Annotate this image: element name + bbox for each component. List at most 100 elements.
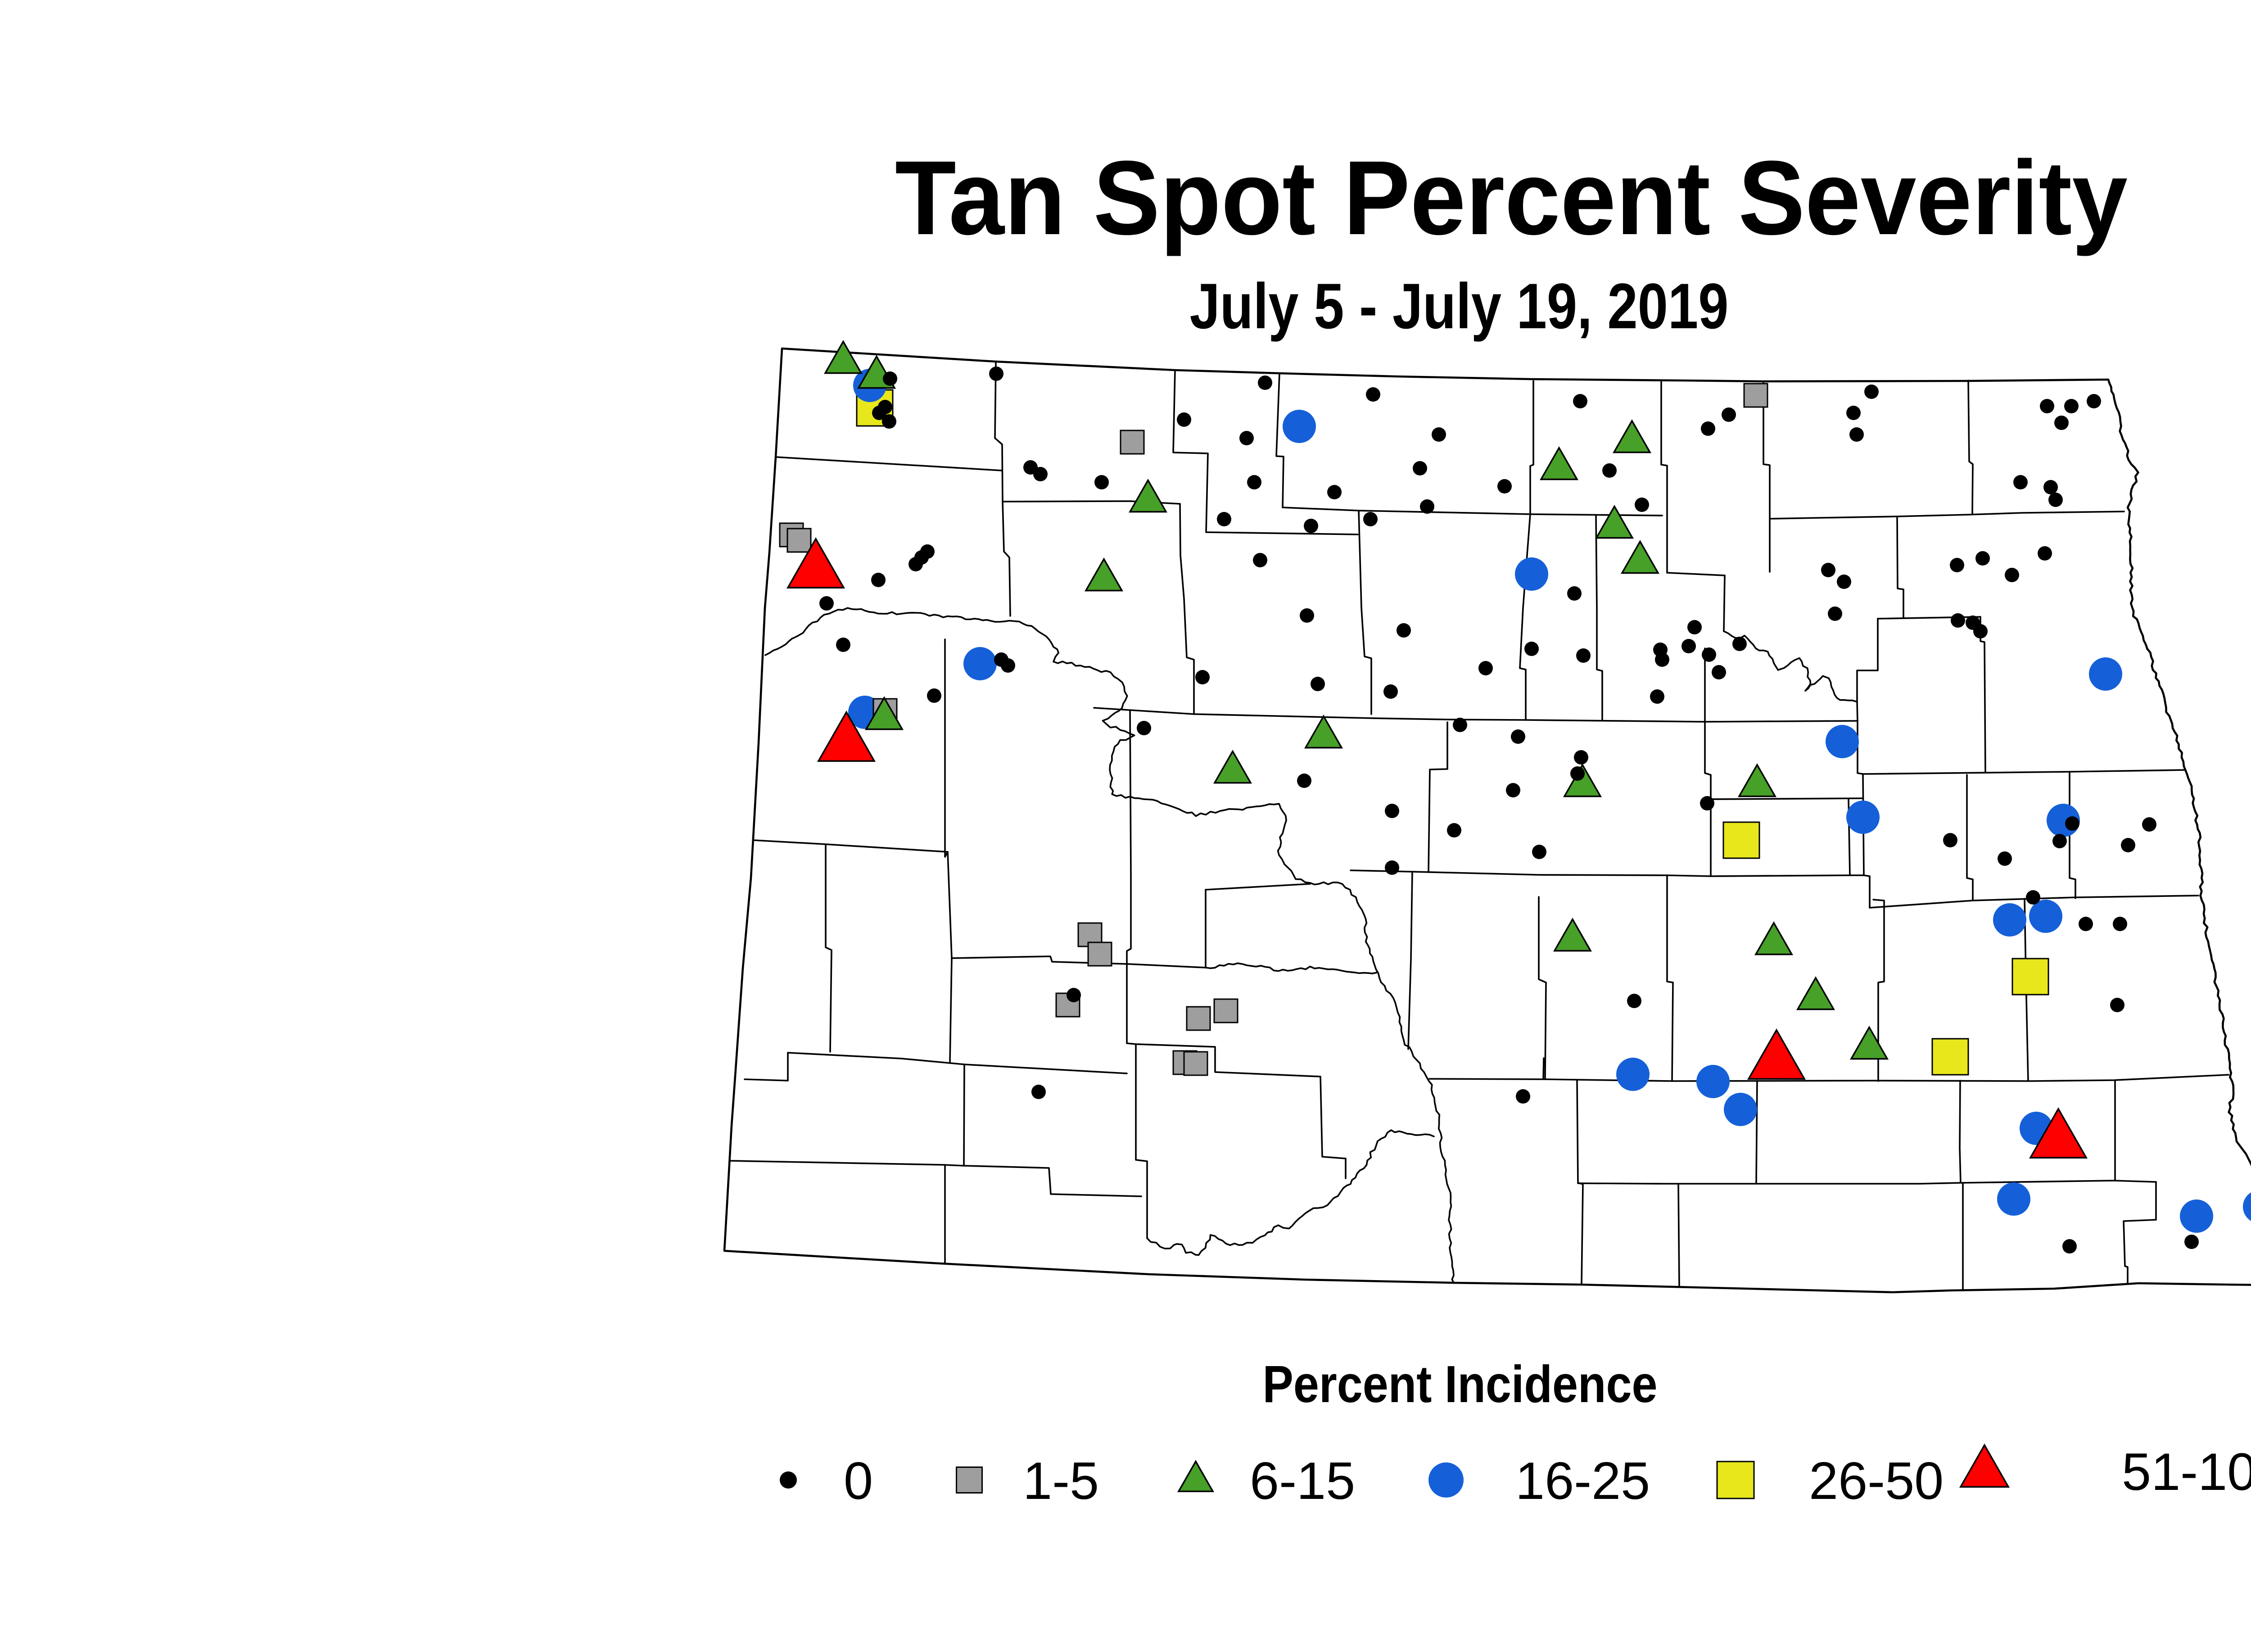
marker-26-50	[1931, 1038, 1969, 1076]
county-line	[1967, 511, 2125, 516]
marker-6-15	[1612, 419, 1652, 453]
marker-0	[1573, 394, 1587, 408]
county-line	[1542, 1057, 1545, 1080]
marker-0	[2052, 834, 2067, 848]
marker-0	[1363, 512, 1378, 526]
marker-51-100	[2029, 1107, 2088, 1159]
marker-0	[1864, 385, 1879, 399]
marker-0	[1846, 406, 1861, 420]
legend-title: Percent Incidence	[1263, 1355, 1658, 1413]
county-line	[994, 361, 1003, 502]
county-line	[1529, 380, 1534, 515]
marker-6-15	[1563, 763, 1602, 797]
marker-6-15	[1304, 715, 1343, 749]
marker-0	[1524, 642, 1539, 656]
marker-0	[1635, 498, 1649, 512]
map-layer	[723, 347, 2251, 1294]
marker-0	[2013, 475, 2028, 489]
marker-0	[1655, 652, 1669, 667]
marker-0	[2026, 890, 2040, 905]
marker-0	[1576, 648, 1591, 663]
marker-6-15	[1754, 921, 1794, 955]
marker-0	[1413, 461, 1427, 475]
legend-label-0: 0	[844, 1451, 873, 1510]
marker-1-5	[1213, 998, 1239, 1023]
county-line	[1967, 380, 1974, 514]
marker-0	[871, 573, 886, 587]
marker-6-15	[1595, 505, 1634, 539]
county-line	[1666, 572, 1726, 576]
marker-26-50	[1716, 1461, 1755, 1499]
county-line	[1428, 1074, 2229, 1082]
marker-0	[1094, 475, 1109, 489]
county-line	[1179, 503, 1195, 715]
marker-0	[1366, 387, 1380, 402]
county-line	[1350, 869, 1413, 873]
marker-1-5	[1183, 1051, 1208, 1076]
county-line	[2123, 1181, 2157, 1285]
marker-0	[2038, 546, 2052, 561]
marker-51-100	[786, 537, 845, 588]
county-line	[1872, 899, 1885, 1082]
chart-title: Tan Spot Percent Severity	[895, 139, 2128, 257]
legend-label-16-25: 16-25	[1515, 1451, 1650, 1510]
county-line	[1205, 883, 1311, 891]
marker-16-25	[2243, 1192, 2251, 1221]
legend-label-6-15: 6-15	[1250, 1451, 1355, 1510]
marker-6-15	[1128, 479, 1168, 513]
marker-0	[1297, 774, 1311, 788]
marker-0	[2064, 399, 2079, 413]
county-line	[1275, 372, 1284, 508]
marker-6-15	[1539, 446, 1579, 480]
marker-16-25	[1993, 903, 2026, 937]
marker-0	[1627, 994, 1641, 1008]
marker-0	[1701, 421, 1715, 436]
marker-0	[1420, 499, 1434, 514]
county-line	[1723, 575, 1726, 632]
county-line	[1127, 963, 1207, 969]
marker-0	[1574, 750, 1588, 765]
county-line	[1856, 618, 1879, 702]
marker-0	[2062, 1239, 2077, 1254]
river-line	[1205, 962, 1378, 974]
marker-0	[1258, 376, 1272, 390]
marker-0	[1973, 624, 1988, 638]
county-line	[963, 1165, 1142, 1197]
marker-16-25	[1283, 410, 1316, 443]
county-line	[1677, 1183, 1680, 1286]
river-line	[1146, 1129, 1435, 1256]
county-line	[1896, 516, 1904, 619]
marker-0	[1067, 988, 1081, 1002]
legend-label-26-50: 26-50	[1809, 1451, 1944, 1510]
marker-0	[1506, 783, 1520, 797]
marker-0	[1950, 558, 1964, 572]
marker-0	[780, 1471, 797, 1489]
county-line	[1135, 1043, 1347, 1179]
marker-0	[1453, 718, 1467, 732]
county-line	[1704, 721, 1712, 877]
marker-0	[2087, 394, 2101, 408]
marker-0	[1511, 729, 1525, 744]
marker-0	[1943, 833, 1957, 847]
legend: 0 1-5 6-15 16-25 26-50 51-100	[780, 1442, 2251, 1510]
marker-0	[1247, 475, 1261, 489]
marker-6-15	[1553, 918, 1592, 952]
marker-0	[1821, 563, 1835, 577]
marker-6-15	[864, 696, 904, 730]
marker-0	[1497, 479, 1512, 493]
marker-0	[1300, 608, 1314, 623]
marker-16-25	[1826, 725, 1859, 758]
river-line	[764, 607, 1455, 1284]
county-line	[744, 1052, 789, 1082]
county-line	[1358, 510, 1372, 715]
marker-0	[1311, 677, 1325, 691]
county-line	[1002, 500, 1181, 505]
legend-label-1-5: 1-5	[1023, 1451, 1099, 1510]
marker-0	[1031, 1085, 1046, 1099]
marker-6-15	[1620, 540, 1660, 574]
marker-0	[2005, 568, 2019, 582]
marker-0	[2184, 1235, 2199, 1249]
marker-0	[1253, 553, 1267, 567]
